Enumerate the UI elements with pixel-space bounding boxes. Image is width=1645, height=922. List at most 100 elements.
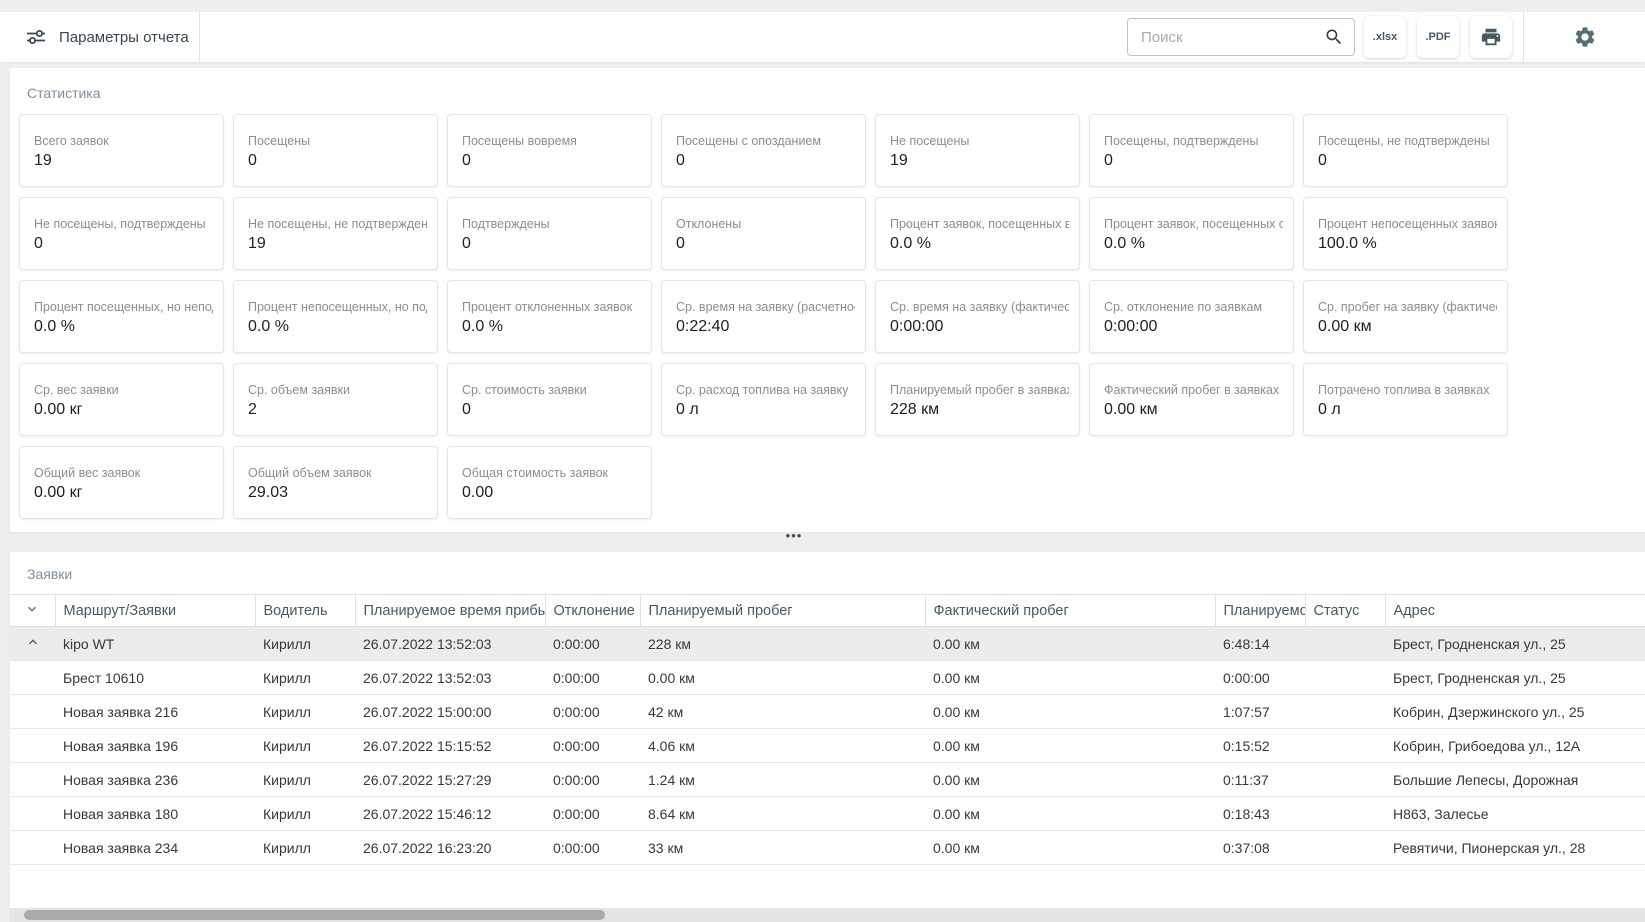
cell-route: Новая заявка 196: [55, 729, 255, 763]
stat-card-value: 0.00 км: [1318, 318, 1497, 336]
stat-card-label: Процент непосещенных, но под...: [248, 300, 427, 314]
column-header[interactable]: Адрес: [1385, 595, 1645, 627]
requests-title: Заявки: [10, 552, 1645, 582]
stat-card: Посещены, не подтверждены 0: [1303, 114, 1508, 187]
cell-deviation: 0:00:00: [545, 831, 640, 865]
stat-card: Фактический пробег в заявках 0.00 км: [1089, 363, 1294, 436]
stat-card-label: Посещены, не подтверждены: [1318, 134, 1497, 148]
row-expander[interactable]: [10, 695, 55, 729]
cell-planned_duration: 0:37:08: [1215, 831, 1305, 865]
row-expander[interactable]: [10, 729, 55, 763]
cell-driver: Кирилл: [255, 627, 355, 661]
stat-card-label: Посещены вовремя: [462, 134, 641, 148]
settings-gear-icon[interactable]: [1573, 25, 1597, 49]
search-icon[interactable]: [1324, 27, 1344, 47]
stat-card-value: 100.0 %: [1318, 235, 1497, 253]
stat-card: Процент заявок, посещенных в... 0.0 %: [875, 197, 1080, 270]
chevron-up-icon: [25, 634, 41, 650]
cell-actual_distance: 0.00 км: [925, 661, 1215, 695]
stat-card-value: 19: [890, 152, 1069, 170]
stat-card-label: Ср. время на заявку (фактичес...: [890, 300, 1069, 314]
table-row[interactable]: Новая заявка 236Кирилл26.07.2022 15:27:2…: [10, 763, 1645, 797]
export-pdf-button[interactable]: .PDF: [1417, 16, 1459, 58]
column-header[interactable]: Планируемый пробег: [640, 595, 925, 627]
stat-card: Планируемый пробег в заявках 228 км: [875, 363, 1080, 436]
stat-card: Отклонены 0: [661, 197, 866, 270]
stat-card: Ср. стоимость заявки 0: [447, 363, 652, 436]
print-button[interactable]: [1470, 16, 1512, 58]
column-header[interactable]: Водитель: [255, 595, 355, 627]
stat-card: Ср. отклонение по заявкам 0:00:00: [1089, 280, 1294, 353]
stat-card-value: 0: [248, 152, 427, 170]
collapse-all-header[interactable]: [10, 595, 55, 627]
stat-card: Ср. пробег на заявку (фактичес... 0.00 к…: [1303, 280, 1508, 353]
cell-planned_distance: 4.06 км: [640, 729, 925, 763]
table-row[interactable]: Брест 10610Кирилл26.07.2022 13:52:030:00…: [10, 661, 1645, 695]
search-input[interactable]: [1141, 29, 1324, 46]
horizontal-scrollbar-thumb[interactable]: [24, 910, 605, 920]
row-expander[interactable]: [10, 627, 55, 661]
cell-planned_duration: 0:15:52: [1215, 729, 1305, 763]
table-body: kipo WTКирилл26.07.2022 13:52:030:00:002…: [10, 627, 1645, 865]
stat-card: Не посещены, подтверждены 0: [19, 197, 224, 270]
stat-card-value: 0: [462, 235, 641, 253]
cell-address: Кобрин, Грибоедова ул., 12А: [1385, 729, 1645, 763]
stat-card: Процент посещенных, но непод... 0.0 %: [19, 280, 224, 353]
stat-card: Посещены, подтверждены 0: [1089, 114, 1294, 187]
cell-actual_distance: 0.00 км: [925, 831, 1215, 865]
cell-deviation: 0:00:00: [545, 729, 640, 763]
cell-planned_distance: 1.24 км: [640, 763, 925, 797]
cell-planned_time: 26.07.2022 13:52:03: [355, 627, 545, 661]
stat-card-value: 0.0 %: [1104, 235, 1283, 253]
stat-card-label: Не посещены: [890, 134, 1069, 148]
row-expander[interactable]: [10, 831, 55, 865]
row-expander[interactable]: [10, 763, 55, 797]
stat-card: Процент заявок, посещенных с ... 0.0 %: [1089, 197, 1294, 270]
stat-card-value: 0 л: [1318, 401, 1497, 419]
stat-card-value: 0: [34, 235, 213, 253]
column-header[interactable]: Маршрут/Заявки: [55, 595, 255, 627]
cell-planned_time: 26.07.2022 15:46:12: [355, 797, 545, 831]
table-row[interactable]: Новая заявка 180Кирилл26.07.2022 15:46:1…: [10, 797, 1645, 831]
stat-card: Не посещены 19: [875, 114, 1080, 187]
cell-status: [1305, 831, 1385, 865]
column-header[interactable]: Статус: [1305, 595, 1385, 627]
table-row[interactable]: Новая заявка 216Кирилл26.07.2022 15:00:0…: [10, 695, 1645, 729]
cell-planned_distance: 42 км: [640, 695, 925, 729]
cell-status: [1305, 627, 1385, 661]
cell-status: [1305, 661, 1385, 695]
stat-card-value: 0.00: [462, 484, 641, 502]
cell-status: [1305, 797, 1385, 831]
stat-card-label: Процент посещенных, но непод...: [34, 300, 213, 314]
column-header[interactable]: Планируемое время прибы...: [355, 595, 545, 627]
table-row[interactable]: kipo WTКирилл26.07.2022 13:52:030:00:002…: [10, 627, 1645, 661]
row-expander[interactable]: [10, 661, 55, 695]
stat-card-value: 0: [462, 401, 641, 419]
cell-address: Большие Лепесы, Дорожная: [1385, 763, 1645, 797]
cell-route: Новая заявка 236: [55, 763, 255, 797]
horizontal-scrollbar[interactable]: [10, 908, 1645, 922]
stat-card-label: Фактический пробег в заявках: [1104, 383, 1283, 397]
column-header[interactable]: Фактический пробег: [925, 595, 1215, 627]
stat-card-value: 0: [676, 235, 855, 253]
cell-deviation: 0:00:00: [545, 627, 640, 661]
table-row[interactable]: Новая заявка 196Кирилл26.07.2022 15:15:5…: [10, 729, 1645, 763]
report-params-button[interactable]: Параметры отчета: [0, 12, 200, 62]
stat-card-value: 0.0 %: [890, 235, 1069, 253]
section-resize-handle[interactable]: •••: [782, 531, 806, 541]
stat-card-value: 29.03: [248, 484, 427, 502]
cell-address: Кобрин, Дзержинского ул., 25: [1385, 695, 1645, 729]
stat-card-label: Планируемый пробег в заявках: [890, 383, 1069, 397]
stat-card-label: Ср. стоимость заявки: [462, 383, 641, 397]
row-expander[interactable]: [10, 797, 55, 831]
cell-actual_distance: 0.00 км: [925, 695, 1215, 729]
stat-card-label: Общая стоимость заявок: [462, 466, 641, 480]
cell-address: Брест, Гродненская ул., 25: [1385, 661, 1645, 695]
table-row[interactable]: Новая заявка 234Кирилл26.07.2022 16:23:2…: [10, 831, 1645, 865]
stat-card-value: 0 л: [676, 401, 855, 419]
column-header[interactable]: Отклонение: [545, 595, 640, 627]
requests-table: Маршрут/ЗаявкиВодительПланируемое время …: [10, 594, 1645, 865]
column-header[interactable]: Планируемо...: [1215, 595, 1305, 627]
stat-grid: Всего заявок 19 Посещены 0 Посещены вовр…: [19, 114, 1645, 519]
export-xlsx-button[interactable]: .xlsx: [1364, 16, 1406, 58]
